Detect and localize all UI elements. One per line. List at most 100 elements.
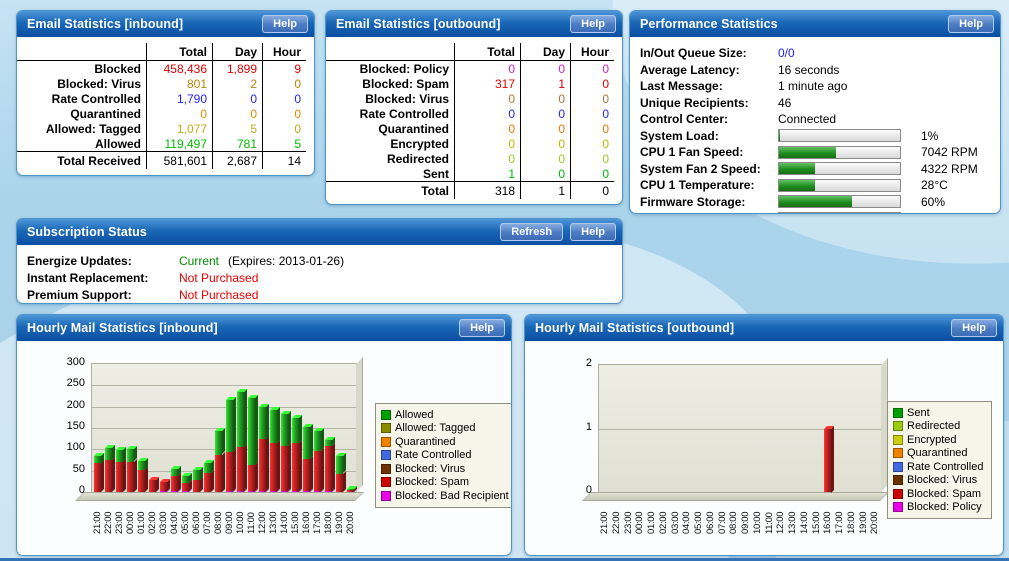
stat-value: 0 [262,91,306,106]
bar-segment [325,491,332,492]
stat-value: 0 [570,136,614,151]
bar-segment [259,406,266,440]
row-label: Total Received [57,153,141,168]
perf-value: 28°C [921,178,948,193]
stat-value: 0 [212,106,262,121]
legend-box: Allowed Allowed: Tagged Quarantined Rate Co… [375,403,511,508]
row-label: Sent [422,166,449,181]
stat-value: 0 [570,106,614,121]
table-row: Blocked: Policy 0 0 0 [326,61,614,76]
bar-segment-side [233,448,236,491]
stat-value: 801 [146,76,212,91]
legend-swatch [381,423,391,434]
plot-area [582,358,889,501]
bar-segment [314,491,321,492]
gauge-fill [779,212,835,213]
bar-segment-side [310,456,313,491]
table-header-row: Total Day Hour [326,43,614,61]
legend-box: Sent Redirected Encrypted Quarantined Rate C… [887,401,993,519]
bar-segment [94,463,101,492]
y-tick-label: 0 [585,484,592,496]
bar-segment-side [211,470,214,492]
stat-value: 9 [262,61,306,76]
bar-segment [237,392,244,447]
perf-value: Connected [778,112,837,127]
legend-label: Rate Controlled [395,449,472,462]
bar-segment [215,431,222,455]
bar-segment [105,447,112,460]
perf-label: In/Out Queue Size: [640,46,747,61]
bar-segment-side [244,443,247,491]
stat-value: 1,077 [146,121,212,136]
perf-row: Unique Recipients: 46 [640,95,990,112]
y-tick-label: 1 [585,420,592,433]
stat-value: 0 [454,121,520,136]
help-button[interactable]: Help [459,319,505,337]
perf-label: CPU 1 Fan Speed: [640,145,744,160]
help-button[interactable]: Help [570,15,616,33]
row-label: Redirected [386,151,449,166]
legend-item: Quarantined [893,447,983,461]
panel-title: Performance Statistics [640,17,778,31]
table-row: Blocked: Spam 317 1 0 [326,76,614,91]
column-header: Total [146,43,212,60]
help-button[interactable]: Help [262,15,308,33]
table-row: Redirected 0 0 0 [326,151,614,166]
help-button[interactable]: Help [570,223,616,241]
stat-value: 0 [570,182,614,199]
stat-value: 0 [520,106,570,121]
legend-label: Quarantined [907,447,968,460]
y-tick-label: 100 [66,441,85,454]
bar-segment [215,454,222,492]
stat-value: 5 [262,136,306,151]
panel-header: Hourly Mail Statistics [inbound] Help [17,315,511,341]
legend-label: Redirected [907,420,961,433]
perf-gauge-row: Firmware Storage: 60% [640,194,990,211]
row-label: Blocked: Virus [365,91,449,106]
y-tick-label: 2 [585,357,592,369]
bar-segment [237,491,244,492]
panel-title: Subscription Status [27,225,147,239]
bar-segment [336,456,343,474]
bar-segment-side [343,453,346,474]
stat-value: 0 [454,136,520,151]
stat-value: 781 [212,136,262,151]
stat-value: 0 [262,121,306,136]
stat-value: 0 [454,151,520,166]
stat-value: 1 [520,182,570,199]
perf-label: Mail/Log Storage: [640,211,778,213]
bar-segment-side [222,451,225,492]
bar-segment [292,491,299,492]
legend-item: Blocked: Bad Recipient [381,489,509,503]
legend-item: Allowed [381,408,509,422]
legend-swatch [893,488,903,499]
row-label: Rate Controlled [51,91,141,106]
bar-segment [138,460,145,470]
table-row: Blocked: Virus 801 2 0 [17,76,306,91]
bar-segment [270,443,277,491]
stat-value: 0 [520,61,570,76]
gauge-track [778,162,901,176]
perf-value: 1% [921,128,939,143]
gauge-track [778,178,901,192]
refresh-button[interactable]: Refresh [500,223,564,241]
gauge-track [778,145,901,159]
performance-body: In/Out Queue Size: 0/0 Average Latency: 16 … [630,37,1000,213]
help-button[interactable]: Help [951,319,997,337]
bar-segment [292,443,299,491]
bar-segment [303,459,310,491]
y-tick-label: 300 [66,356,85,368]
bar-segment [226,399,233,452]
grid-line [599,428,881,430]
stat-value: 5 [212,121,262,136]
help-button[interactable]: Help [948,15,994,33]
bar-segment [94,455,101,464]
stat-value: 14 [262,152,306,169]
bar-segment [105,460,112,492]
bar-segment-side [277,440,280,491]
perf-value: 46% [921,211,945,213]
legend-label: Blocked: Spam [395,476,469,489]
bar-segment [303,427,310,459]
column-header: Hour [570,43,614,60]
